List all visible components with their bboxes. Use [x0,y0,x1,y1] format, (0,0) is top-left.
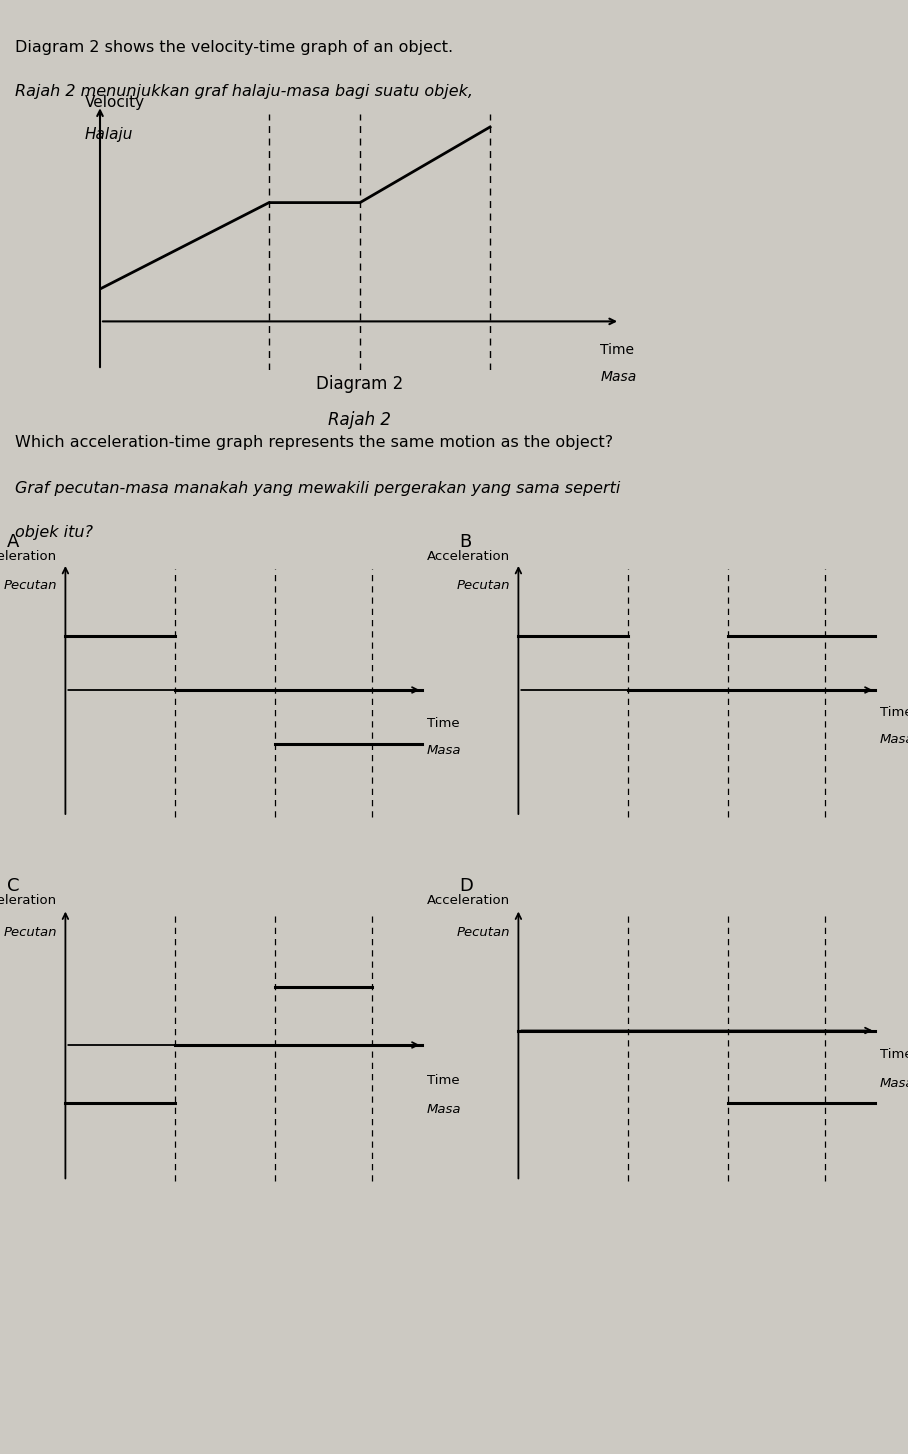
Text: Velocity: Velocity [84,95,144,109]
Text: objek itu?: objek itu? [15,525,93,541]
Text: A: A [6,534,19,551]
Text: Diagram 2 shows the velocity-time graph of an object.: Diagram 2 shows the velocity-time graph … [15,41,453,55]
Text: Halaju: Halaju [84,126,133,142]
Text: Time: Time [880,707,908,720]
Text: Masa: Masa [880,1077,908,1090]
Text: Time: Time [427,717,459,730]
Text: Pecutan: Pecutan [4,926,57,939]
Text: Acceleration: Acceleration [0,894,57,907]
Text: Pecutan: Pecutan [457,579,510,592]
Text: Diagram 2: Diagram 2 [316,375,404,393]
Text: Acceleration: Acceleration [427,894,510,907]
Text: C: C [6,877,19,894]
Text: Graf pecutan-masa manakah yang mewakili pergerakan yang sama seperti: Graf pecutan-masa manakah yang mewakili … [15,481,620,496]
Text: Masa: Masa [427,744,461,758]
Text: Time: Time [427,1075,459,1088]
Text: Time: Time [600,343,635,358]
Text: D: D [459,877,473,894]
Text: Acceleration: Acceleration [0,550,57,563]
Text: Rajah 2 menunjukkan graf halaju-masa bagi suatu objek,: Rajah 2 menunjukkan graf halaju-masa bag… [15,84,473,99]
Text: Masa: Masa [880,733,908,746]
Text: Pecutan: Pecutan [457,926,510,939]
Text: Rajah 2: Rajah 2 [329,410,391,429]
Text: Acceleration: Acceleration [427,550,510,563]
Text: Pecutan: Pecutan [4,579,57,592]
Text: Time: Time [880,1048,908,1061]
Text: Masa: Masa [427,1104,461,1117]
Text: Which acceleration-time graph represents the same motion as the object?: Which acceleration-time graph represents… [15,435,613,449]
Text: Masa: Masa [600,369,637,384]
Text: B: B [459,534,472,551]
